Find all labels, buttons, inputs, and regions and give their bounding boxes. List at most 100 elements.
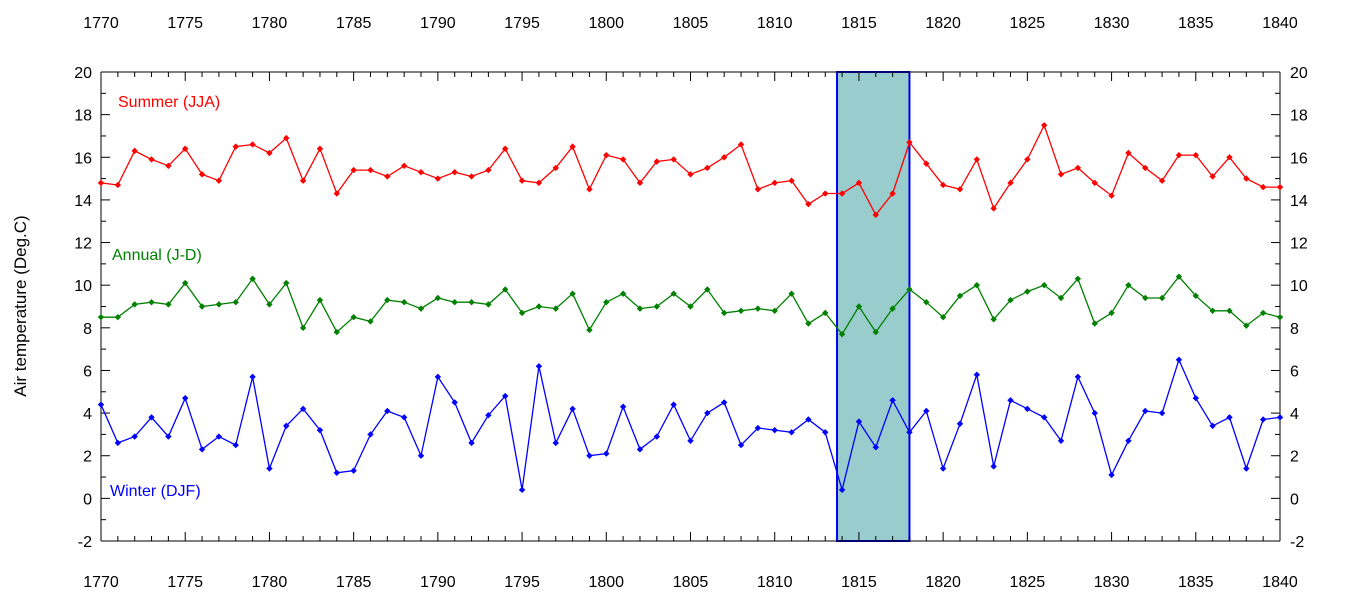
data-point-winter xyxy=(1024,405,1031,413)
data-point-annual xyxy=(283,279,290,287)
x-tick-label-top: 1840 xyxy=(1262,15,1298,32)
data-point-summer xyxy=(670,156,677,163)
data-point-winter xyxy=(1158,409,1166,417)
data-point-summer xyxy=(1243,175,1250,182)
data-point-summer xyxy=(1192,151,1199,159)
series-label-winter: Winter (DJF) xyxy=(110,483,201,500)
data-point-summer xyxy=(165,162,172,169)
data-point-winter xyxy=(400,414,408,421)
data-point-winter xyxy=(1074,373,1082,381)
data-point-winter xyxy=(283,422,290,430)
data-point-winter xyxy=(704,409,711,417)
data-point-annual xyxy=(182,279,189,287)
data-point-summer xyxy=(535,179,543,187)
data-point-annual xyxy=(805,320,812,327)
data-point-annual xyxy=(973,281,981,289)
data-point-winter xyxy=(1175,356,1183,363)
data-point-winter xyxy=(299,405,307,413)
y-axis-title: Air temperature (Deg.C) xyxy=(11,215,30,396)
data-point-winter xyxy=(1243,465,1250,472)
x-tick-label-bottom: 1800 xyxy=(588,574,624,591)
x-tick-label-top: 1770 xyxy=(83,15,119,32)
data-point-annual xyxy=(316,296,324,304)
data-point-annual xyxy=(249,275,256,282)
data-point-annual xyxy=(367,318,374,325)
data-point-winter xyxy=(805,416,812,423)
y-tick-label-left: -2 xyxy=(78,534,92,551)
series-annual xyxy=(97,273,1284,338)
x-tick-label-top: 1775 xyxy=(167,15,203,32)
data-point-summer xyxy=(502,145,509,152)
data-point-summer xyxy=(906,139,913,146)
series-summer xyxy=(97,122,1284,219)
data-point-summer xyxy=(973,156,981,163)
data-point-winter xyxy=(973,371,981,378)
y-tick-label-left: 12 xyxy=(74,236,92,253)
data-point-winter xyxy=(249,373,256,381)
x-tick-label-bottom: 1840 xyxy=(1262,574,1298,591)
data-point-summer xyxy=(384,173,391,180)
data-point-summer xyxy=(1276,183,1284,191)
x-tick-label-bottom: 1835 xyxy=(1178,574,1214,591)
data-point-annual xyxy=(923,299,930,306)
data-point-summer xyxy=(1125,149,1132,157)
data-point-summer xyxy=(1158,177,1166,184)
x-tick-label-bottom: 1780 xyxy=(252,574,288,591)
data-point-annual xyxy=(889,305,896,312)
data-point-annual xyxy=(906,286,913,293)
y-tick-label-left: 8 xyxy=(83,321,92,338)
data-point-annual xyxy=(1175,273,1183,280)
data-point-annual xyxy=(266,301,273,308)
data-point-winter xyxy=(384,407,391,415)
data-point-summer xyxy=(148,156,155,163)
x-tick-label-top: 1805 xyxy=(673,15,709,32)
data-point-summer xyxy=(367,166,374,174)
data-point-winter xyxy=(1209,422,1216,430)
data-point-summer xyxy=(1226,154,1233,161)
data-point-summer xyxy=(636,179,644,187)
data-point-summer xyxy=(872,211,879,219)
data-point-summer xyxy=(131,147,138,155)
data-point-summer xyxy=(889,190,896,197)
data-point-summer xyxy=(1041,122,1048,129)
y-tick-label-left: 18 xyxy=(74,108,92,125)
data-point-winter xyxy=(1125,437,1132,445)
series-winter xyxy=(97,356,1284,494)
x-tick-label-bottom: 1805 xyxy=(673,574,709,591)
axes-layer: 1770 1770 1775 1775 1780 1780 1785 1785 1790 1790… xyxy=(74,15,1308,591)
data-point-winter xyxy=(502,392,509,400)
data-point-annual xyxy=(215,301,223,308)
data-point-annual xyxy=(1192,292,1199,300)
data-point-summer xyxy=(198,171,206,178)
data-point-winter xyxy=(1192,394,1199,402)
data-point-summer xyxy=(569,143,576,150)
data-point-summer xyxy=(619,156,627,163)
data-point-annual xyxy=(1007,296,1014,304)
y-tick-label-right: 0 xyxy=(1290,491,1299,508)
y-tick-label-left: 14 xyxy=(74,193,92,210)
data-point-annual xyxy=(1057,294,1065,302)
data-point-annual xyxy=(653,303,661,310)
data-point-winter xyxy=(990,463,997,470)
data-point-winter xyxy=(838,486,846,494)
data-point-annual xyxy=(1259,309,1267,317)
y-tick-label-right: 2 xyxy=(1290,449,1299,466)
data-point-annual xyxy=(1142,294,1149,302)
data-point-summer xyxy=(434,175,442,182)
data-point-winter xyxy=(468,439,475,447)
data-point-winter xyxy=(316,426,324,434)
data-point-annual xyxy=(586,326,593,334)
data-point-winter xyxy=(872,444,879,451)
data-point-annual xyxy=(1041,281,1048,289)
data-point-summer xyxy=(232,143,239,150)
y-tick-label-right: -2 xyxy=(1290,534,1304,551)
x-tick-label-bottom: 1790 xyxy=(420,574,456,591)
data-point-summer xyxy=(400,162,408,169)
data-point-annual xyxy=(822,309,829,317)
data-point-annual xyxy=(670,290,677,297)
data-point-winter xyxy=(367,431,374,438)
data-point-winter xyxy=(771,426,778,434)
data-point-summer xyxy=(603,151,610,159)
